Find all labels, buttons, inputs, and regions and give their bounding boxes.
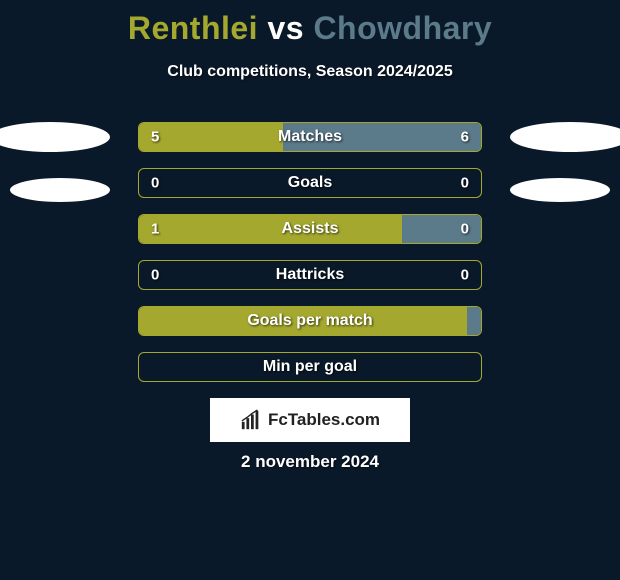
decor-ellipse	[510, 122, 620, 152]
stat-value-right: 0	[461, 175, 469, 192]
chart-icon	[240, 409, 262, 431]
player2-name: Chowdhary	[313, 10, 492, 46]
stat-row: Goals 0 0	[138, 168, 482, 198]
stat-value-right: 6	[461, 129, 469, 146]
stat-value-left: 1	[151, 221, 159, 238]
logo-box: FcTables.com	[210, 398, 410, 442]
bar-right-fill	[402, 215, 481, 243]
date-label: 2 november 2024	[0, 452, 620, 472]
stat-label: Matches	[278, 128, 342, 146]
subtitle: Club competitions, Season 2024/2025	[0, 63, 620, 81]
stat-label: Min per goal	[263, 358, 357, 376]
stat-row: Hattricks 0 0	[138, 260, 482, 290]
stat-row: Matches 5 6	[138, 122, 482, 152]
player1-name: Renthlei	[128, 10, 258, 46]
stat-row: Min per goal	[138, 352, 482, 382]
decor-ellipse	[0, 122, 110, 152]
stat-value-right: 0	[461, 267, 469, 284]
stat-value-right: 0	[461, 221, 469, 238]
stats-container: Matches56Goals00Assists10Hattricks00Goal…	[138, 122, 482, 398]
comparison-title: Renthlei vs Chowdhary	[0, 0, 620, 47]
bar-left-fill	[139, 215, 402, 243]
stat-label: Hattricks	[276, 266, 344, 284]
stat-row: Goals per match	[138, 306, 482, 336]
vs-label: vs	[267, 10, 304, 46]
decor-ellipse	[510, 178, 610, 202]
stat-row: Assists 1 0	[138, 214, 482, 244]
stat-value-left: 0	[151, 175, 159, 192]
stat-value-left: 0	[151, 267, 159, 284]
stat-value-left: 5	[151, 129, 159, 146]
stat-label: Goals	[288, 174, 332, 192]
decor-ellipse	[10, 178, 110, 202]
stat-label: Assists	[282, 220, 339, 238]
bar-left-fill	[139, 123, 283, 151]
logo-text: FcTables.com	[268, 410, 380, 430]
stat-label: Goals per match	[247, 312, 372, 330]
bar-right-fill	[467, 307, 481, 335]
